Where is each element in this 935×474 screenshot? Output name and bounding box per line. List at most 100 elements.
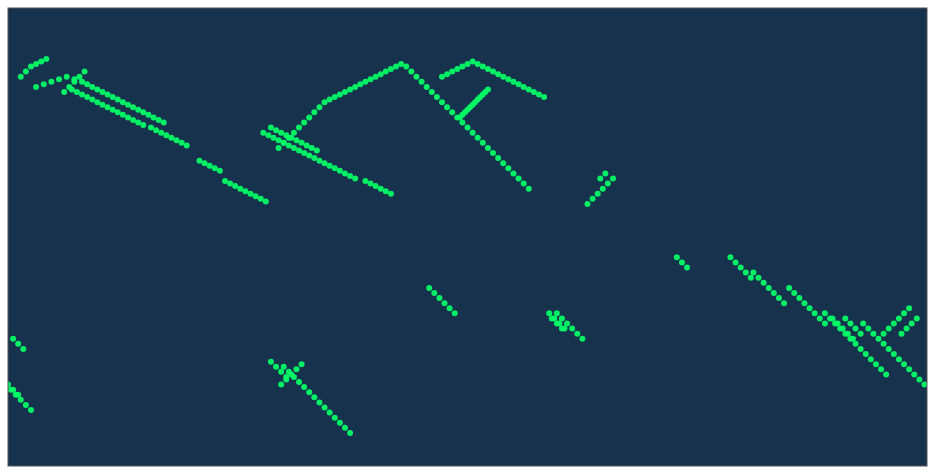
point <box>470 130 476 136</box>
point <box>383 69 389 75</box>
point <box>304 142 310 148</box>
point <box>342 425 348 431</box>
point <box>227 181 233 187</box>
point <box>38 58 44 64</box>
point <box>148 125 154 131</box>
point <box>357 81 363 87</box>
point <box>74 89 80 95</box>
point <box>490 69 496 75</box>
point <box>393 64 399 70</box>
point <box>263 198 269 204</box>
point <box>173 137 179 143</box>
point <box>309 145 315 151</box>
point <box>163 132 169 138</box>
point <box>84 81 90 87</box>
point <box>301 120 307 126</box>
point <box>306 153 312 159</box>
point <box>500 160 506 166</box>
point <box>125 102 131 108</box>
point <box>610 175 616 181</box>
point <box>347 173 353 179</box>
point <box>776 295 782 301</box>
point <box>286 135 292 141</box>
point <box>853 326 859 332</box>
point <box>278 369 284 375</box>
point <box>878 366 884 372</box>
point <box>909 321 915 327</box>
point <box>276 145 282 151</box>
point <box>248 191 254 197</box>
point <box>268 125 274 131</box>
point <box>521 84 527 90</box>
point <box>278 130 284 136</box>
point <box>426 285 432 291</box>
point <box>801 300 807 306</box>
point <box>449 109 455 115</box>
point <box>398 61 404 67</box>
point <box>881 341 887 347</box>
point <box>322 160 328 166</box>
point <box>337 92 343 98</box>
point <box>521 181 527 187</box>
point <box>140 122 146 128</box>
point <box>516 81 522 87</box>
point <box>559 326 565 332</box>
point <box>18 74 24 80</box>
point <box>260 130 266 136</box>
point <box>273 127 279 133</box>
point <box>10 387 16 393</box>
point <box>822 321 828 327</box>
point <box>875 336 881 342</box>
point <box>105 92 111 98</box>
point <box>842 315 848 321</box>
point <box>431 290 437 296</box>
point <box>526 86 532 92</box>
point <box>288 371 294 377</box>
point <box>89 97 95 103</box>
point <box>858 346 864 352</box>
point <box>48 79 54 85</box>
point <box>771 290 777 296</box>
point <box>110 107 116 113</box>
point <box>727 254 733 260</box>
point <box>79 92 85 98</box>
point <box>408 69 414 75</box>
point <box>403 64 409 70</box>
point <box>590 196 596 202</box>
point <box>140 109 146 115</box>
point <box>130 117 136 123</box>
point <box>531 89 537 95</box>
point <box>505 76 511 82</box>
point <box>115 97 121 103</box>
point <box>891 321 897 327</box>
point <box>439 74 445 80</box>
chart <box>0 0 935 474</box>
point <box>278 382 284 388</box>
point <box>316 158 322 164</box>
point <box>847 321 853 327</box>
point <box>156 117 162 123</box>
point <box>480 64 486 70</box>
point <box>276 137 282 143</box>
point <box>901 310 907 316</box>
point <box>15 392 21 398</box>
point <box>20 346 26 352</box>
point <box>886 326 892 332</box>
point <box>413 74 419 80</box>
point <box>258 196 264 202</box>
point <box>28 407 34 413</box>
point <box>475 61 481 67</box>
point <box>79 79 85 85</box>
point <box>750 270 756 276</box>
point <box>28 64 34 70</box>
point <box>605 181 611 187</box>
point <box>23 402 29 408</box>
point <box>388 191 394 197</box>
point <box>600 186 606 192</box>
point <box>796 295 802 301</box>
point <box>347 86 353 92</box>
point <box>761 280 767 286</box>
point <box>444 71 450 77</box>
point <box>452 310 458 316</box>
point <box>743 270 749 276</box>
